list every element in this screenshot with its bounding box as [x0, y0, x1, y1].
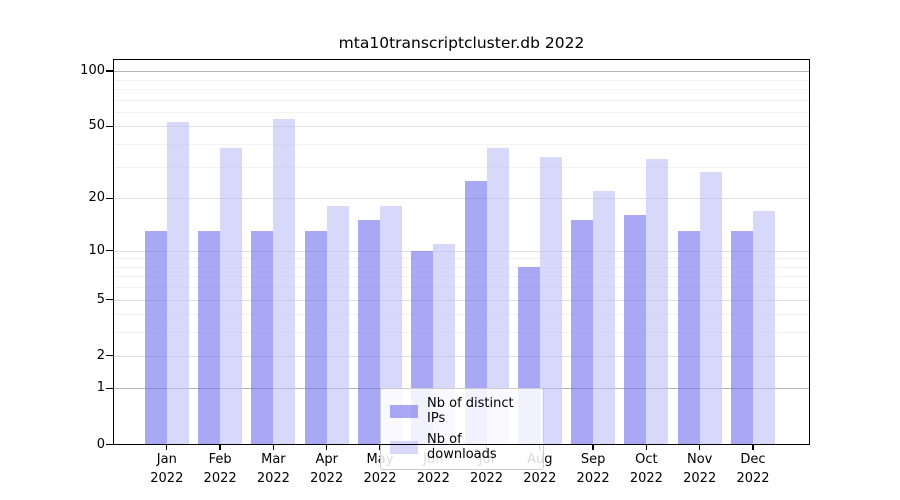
- x-tick-mark: [699, 445, 701, 450]
- minor-gridline: [114, 166, 809, 168]
- bar-downloads-apr: [326, 206, 349, 445]
- y-axis-tick-label: 50: [88, 118, 105, 134]
- x-axis-tick-label: Apr 2022: [310, 452, 344, 486]
- minor-gridline: [114, 332, 809, 334]
- x-tick-mark: [645, 445, 648, 450]
- bar-downloads-jul: [486, 148, 509, 445]
- bar-downloads-jan: [166, 121, 189, 445]
- bar-distinct-ips-nov: [677, 231, 700, 445]
- bar-distinct-ips-feb: [198, 231, 221, 445]
- y-tick-mark: [106, 197, 113, 199]
- x-tick-mark: [592, 445, 594, 450]
- minor-gridline: [114, 99, 809, 101]
- bar-distinct-ips-apr: [304, 231, 327, 445]
- y-tick-mark: [106, 70, 113, 72]
- legend-item-distinct-ips: Nb of distinct IPs: [390, 396, 534, 426]
- y-tick-mark: [106, 387, 113, 390]
- x-axis-tick-label: Dec 2022: [736, 452, 770, 486]
- y-tick-mark: [106, 354, 113, 357]
- legend-item-downloads: Nb of downloads: [390, 432, 534, 462]
- bar-downloads-feb: [220, 148, 243, 445]
- bar-distinct-ips-jul: [464, 180, 487, 445]
- x-tick-mark: [752, 445, 754, 450]
- x-axis-tick-label: Jan 2022: [150, 452, 184, 486]
- x-axis-tick-label: Oct 2022: [629, 452, 663, 486]
- minor-gridline: [114, 266, 809, 268]
- minor-gridline: [114, 276, 809, 278]
- bar-distinct-ips-sep: [571, 220, 594, 445]
- bar-downloads-oct: [646, 159, 669, 445]
- legend-swatch-distinct-ips: [390, 404, 418, 418]
- legend-swatch-downloads: [390, 440, 418, 454]
- y-tick-mark: [106, 443, 113, 446]
- chart-title: mta10transcriptcluster.db 2022: [338, 34, 585, 52]
- minor-gridline: [114, 79, 809, 81]
- bar-downloads-mar: [273, 118, 296, 445]
- y-tick-mark: [106, 249, 113, 252]
- x-tick-mark: [379, 445, 381, 450]
- legend-label-distinct-ips: Nb of distinct IPs: [427, 396, 514, 426]
- legend-label-downloads: Nb of downloads: [427, 432, 497, 462]
- y-axis-tick-label: 0: [96, 436, 105, 452]
- minor-gridline: [114, 314, 809, 316]
- x-axis-tick-label: Nov 2022: [683, 452, 717, 486]
- major-gridline: [114, 198, 809, 200]
- bar-distinct-ips-jan: [144, 231, 167, 445]
- minor-gridline: [114, 89, 809, 90]
- y-axis-tick-label: 1: [96, 380, 105, 396]
- major-gridline: [114, 299, 809, 301]
- minor-gridline: [114, 258, 809, 260]
- bar-distinct-ips-may: [358, 220, 380, 445]
- y-axis-tick-label: 20: [88, 190, 105, 206]
- y-axis-tick-label: 100: [80, 63, 105, 79]
- major-gridline: [114, 71, 809, 73]
- major-gridline: [114, 126, 809, 128]
- y-tick-mark: [106, 125, 113, 128]
- bar-downloads-aug: [539, 156, 562, 445]
- x-tick-mark: [326, 445, 328, 450]
- bar-downloads-may: [380, 206, 402, 445]
- x-tick-mark: [166, 445, 168, 450]
- y-axis-tick-label: 10: [88, 242, 105, 258]
- minor-gridline: [114, 111, 809, 113]
- bar-downloads-nov: [699, 172, 722, 445]
- major-gridline: [114, 355, 809, 357]
- x-axis-tick-label: Feb 2022: [203, 452, 237, 486]
- bar-downloads-dec: [753, 210, 775, 445]
- y-axis-tick-label: 5: [96, 291, 105, 307]
- legend: Nb of distinct IPs Nb of downloads: [380, 388, 544, 470]
- bar-distinct-ips-oct: [624, 215, 647, 445]
- major-gridline: [114, 250, 809, 252]
- bar-downloads-sep: [593, 190, 616, 445]
- y-axis-tick-label: 2: [96, 347, 105, 363]
- bar-distinct-ips-dec: [731, 231, 753, 445]
- y-tick-mark: [106, 298, 113, 301]
- x-tick-mark: [219, 445, 221, 450]
- minor-gridline: [114, 287, 809, 289]
- x-axis-tick-label: Mar 2022: [256, 452, 290, 486]
- bar-distinct-ips-mar: [251, 231, 274, 445]
- minor-gridline: [114, 144, 809, 146]
- x-tick-mark: [272, 445, 275, 450]
- x-axis-tick-label: Sep 2022: [576, 452, 610, 486]
